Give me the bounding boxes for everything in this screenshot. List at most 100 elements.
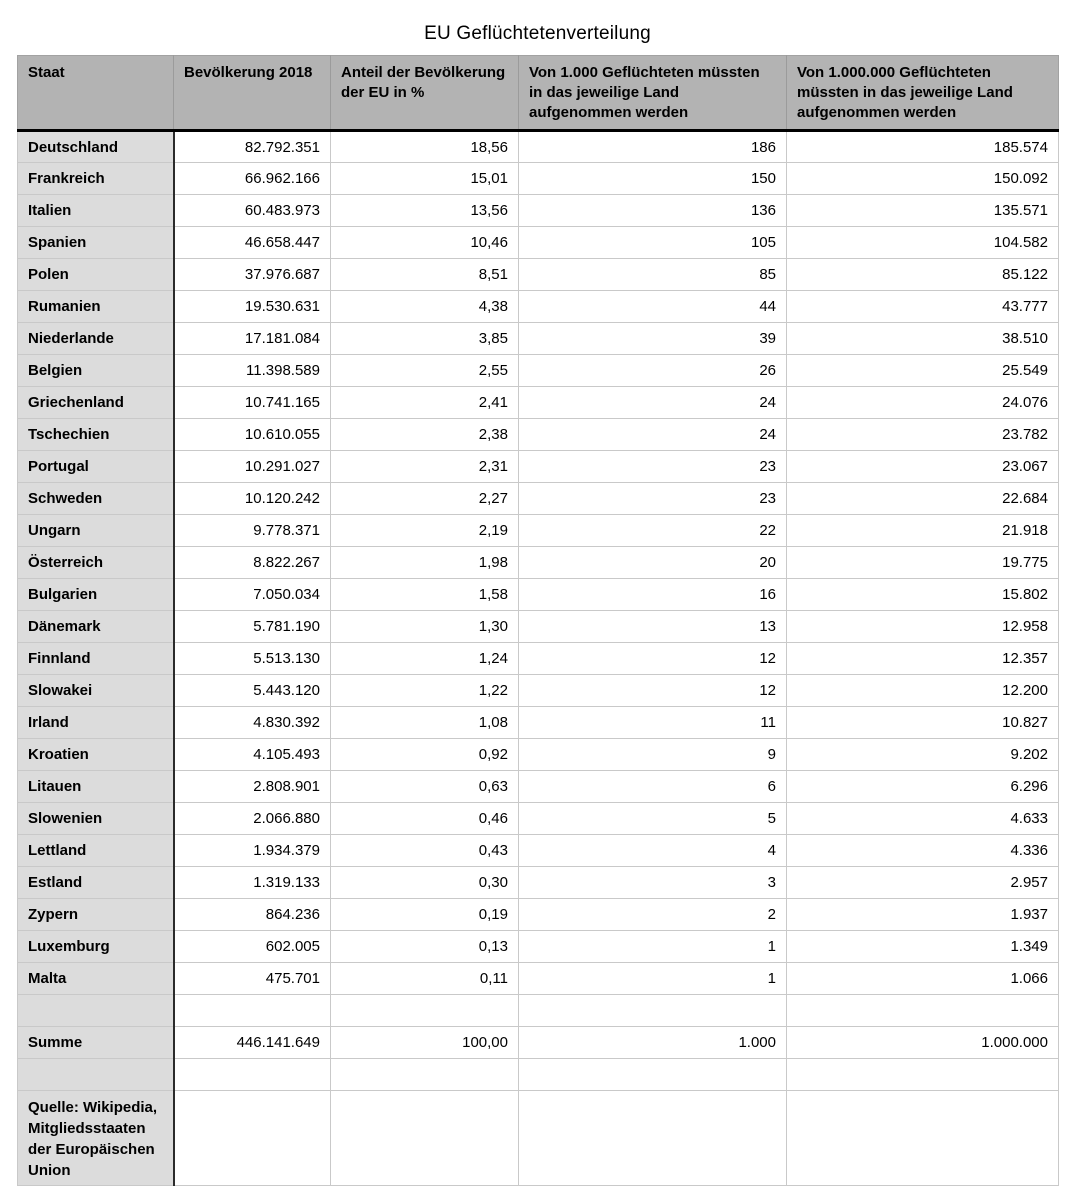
table-row: Portugal 10.291.027 2,31 23 23.067 [17, 450, 1059, 483]
cell-anteil-prozent: 1,98 [330, 546, 519, 579]
table-row: Belgien 11.398.589 2,55 26 25.549 [17, 354, 1059, 387]
cell-anteil-prozent: 2,31 [330, 450, 519, 483]
cell-pro-1000: 85 [518, 258, 787, 291]
cell-anteil-prozent: 2,38 [330, 418, 519, 451]
table-row: Lettland 1.934.379 0,43 4 4.336 [17, 834, 1059, 867]
cell-staat: Zypern [17, 898, 175, 931]
cell-bevoelkerung-2018: 864.236 [173, 898, 331, 931]
table-row: Litauen 2.808.901 0,63 6 6.296 [17, 770, 1059, 803]
cell-pro-1000000: 43.777 [786, 290, 1059, 323]
cell-pro-1000: 186 [518, 130, 787, 163]
cell-pro-1000: 3 [518, 866, 787, 899]
cell-pro-1000000: 24.076 [786, 386, 1059, 419]
cell-bevoelkerung-2018: 2.808.901 [173, 770, 331, 803]
cell-staat: Lettland [17, 834, 175, 867]
cell-anteil-prozent: 3,85 [330, 322, 519, 355]
cell-bevoelkerung-2018: 10.610.055 [173, 418, 331, 451]
cell-anteil-prozent: 10,46 [330, 226, 519, 259]
cell-staat: Irland [17, 706, 175, 739]
cell-bevoelkerung-2018: 10.120.242 [173, 482, 331, 515]
cell-pro-1000000: 12.200 [786, 674, 1059, 707]
cell-pro-1000000: 10.827 [786, 706, 1059, 739]
cell-anteil-prozent: 1,30 [330, 610, 519, 643]
cell-bevoelkerung-2018: 5.513.130 [173, 642, 331, 675]
cell-staat [17, 994, 175, 1027]
cell-bevoelkerung-2018: 7.050.034 [173, 578, 331, 611]
cell-pro-1000: 12 [518, 642, 787, 675]
cell-pro-1000: 1.000 [518, 1026, 787, 1059]
cell-staat: Litauen [17, 770, 175, 803]
table-row: Österreich 8.822.267 1,98 20 19.775 [17, 546, 1059, 579]
table-row: Tschechien 10.610.055 2,38 24 23.782 [17, 418, 1059, 451]
eu-distribution-table: Staat Bevölkerung 2018 Anteil der Bevölk… [17, 55, 1059, 1186]
cell-pro-1000000: 6.296 [786, 770, 1059, 803]
cell-pro-1000000: 185.574 [786, 130, 1059, 163]
cell-pro-1000: 16 [518, 578, 787, 611]
table-row: Finnland 5.513.130 1,24 12 12.357 [17, 642, 1059, 675]
cell-anteil-prozent: 0,13 [330, 930, 519, 963]
cell-staat: Luxemburg [17, 930, 175, 963]
cell-anteil-prozent: 4,38 [330, 290, 519, 323]
source-row: Quelle: Wikipedia, Mitgliedsstaaten der … [17, 1090, 1059, 1186]
column-header-pro-1000: Von 1.000 Geflüchteten müssten in das je… [518, 55, 787, 132]
cell-anteil-prozent: 0,92 [330, 738, 519, 771]
cell-staat: Frankreich [17, 162, 175, 195]
cell-pro-1000: 22 [518, 514, 787, 547]
cell-pro-1000 [518, 1058, 787, 1091]
table-row: Luxemburg 602.005 0,13 1 1.349 [17, 930, 1059, 963]
cell-pro-1000000: 4.633 [786, 802, 1059, 835]
cell-bevoelkerung-2018: 10.741.165 [173, 386, 331, 419]
cell-bevoelkerung-2018: 2.066.880 [173, 802, 331, 835]
table-row: Spanien 46.658.447 10,46 105 104.582 [17, 226, 1059, 259]
cell-pro-1000: 136 [518, 194, 787, 227]
cell-staat: Slowenien [17, 802, 175, 835]
cell-anteil-prozent [330, 1058, 519, 1091]
spacer-row [17, 1058, 1059, 1091]
cell-staat: Italien [17, 194, 175, 227]
cell-pro-1000000 [786, 1090, 1059, 1186]
cell-bevoelkerung-2018: 5.443.120 [173, 674, 331, 707]
cell-anteil-prozent: 0,63 [330, 770, 519, 803]
cell-staat: Estland [17, 866, 175, 899]
cell-pro-1000: 11 [518, 706, 787, 739]
cell-anteil-prozent: 1,22 [330, 674, 519, 707]
cell-bevoelkerung-2018: 9.778.371 [173, 514, 331, 547]
table-row: Niederlande 17.181.084 3,85 39 38.510 [17, 322, 1059, 355]
cell-bevoelkerung-2018: 4.105.493 [173, 738, 331, 771]
cell-bevoelkerung-2018: 37.976.687 [173, 258, 331, 291]
cell-pro-1000000: 104.582 [786, 226, 1059, 259]
cell-pro-1000000: 150.092 [786, 162, 1059, 195]
spacer-row [17, 994, 1059, 1027]
cell-anteil-prozent: 1,08 [330, 706, 519, 739]
cell-pro-1000000: 21.918 [786, 514, 1059, 547]
column-header-bevoelkerung-2018: Bevölkerung 2018 [173, 55, 331, 132]
cell-bevoelkerung-2018: 17.181.084 [173, 322, 331, 355]
cell-anteil-prozent: 2,19 [330, 514, 519, 547]
cell-pro-1000: 23 [518, 450, 787, 483]
cell-anteil-prozent: 100,00 [330, 1026, 519, 1059]
table-row: Ungarn 9.778.371 2,19 22 21.918 [17, 514, 1059, 547]
cell-bevoelkerung-2018: 8.822.267 [173, 546, 331, 579]
cell-anteil-prozent: 0,43 [330, 834, 519, 867]
cell-anteil-prozent: 0,30 [330, 866, 519, 899]
cell-staat: Polen [17, 258, 175, 291]
cell-pro-1000: 9 [518, 738, 787, 771]
cell-staat: Deutschland [17, 130, 175, 163]
table-row: Bulgarien 7.050.034 1,58 16 15.802 [17, 578, 1059, 611]
cell-anteil-prozent [330, 1090, 519, 1186]
cell-pro-1000: 150 [518, 162, 787, 195]
table-row: Irland 4.830.392 1,08 11 10.827 [17, 706, 1059, 739]
column-header-staat: Staat [17, 55, 174, 132]
cell-bevoelkerung-2018: 46.658.447 [173, 226, 331, 259]
table-row: Slowakei 5.443.120 1,22 12 12.200 [17, 674, 1059, 707]
cell-pro-1000000: 12.958 [786, 610, 1059, 643]
cell-pro-1000000: 15.802 [786, 578, 1059, 611]
table-row: Kroatien 4.105.493 0,92 9 9.202 [17, 738, 1059, 771]
cell-staat: Tschechien [17, 418, 175, 451]
cell-bevoelkerung-2018: 4.830.392 [173, 706, 331, 739]
cell-bevoelkerung-2018 [173, 994, 331, 1027]
cell-anteil-prozent: 1,24 [330, 642, 519, 675]
cell-anteil-prozent: 0,19 [330, 898, 519, 931]
cell-pro-1000000: 23.067 [786, 450, 1059, 483]
